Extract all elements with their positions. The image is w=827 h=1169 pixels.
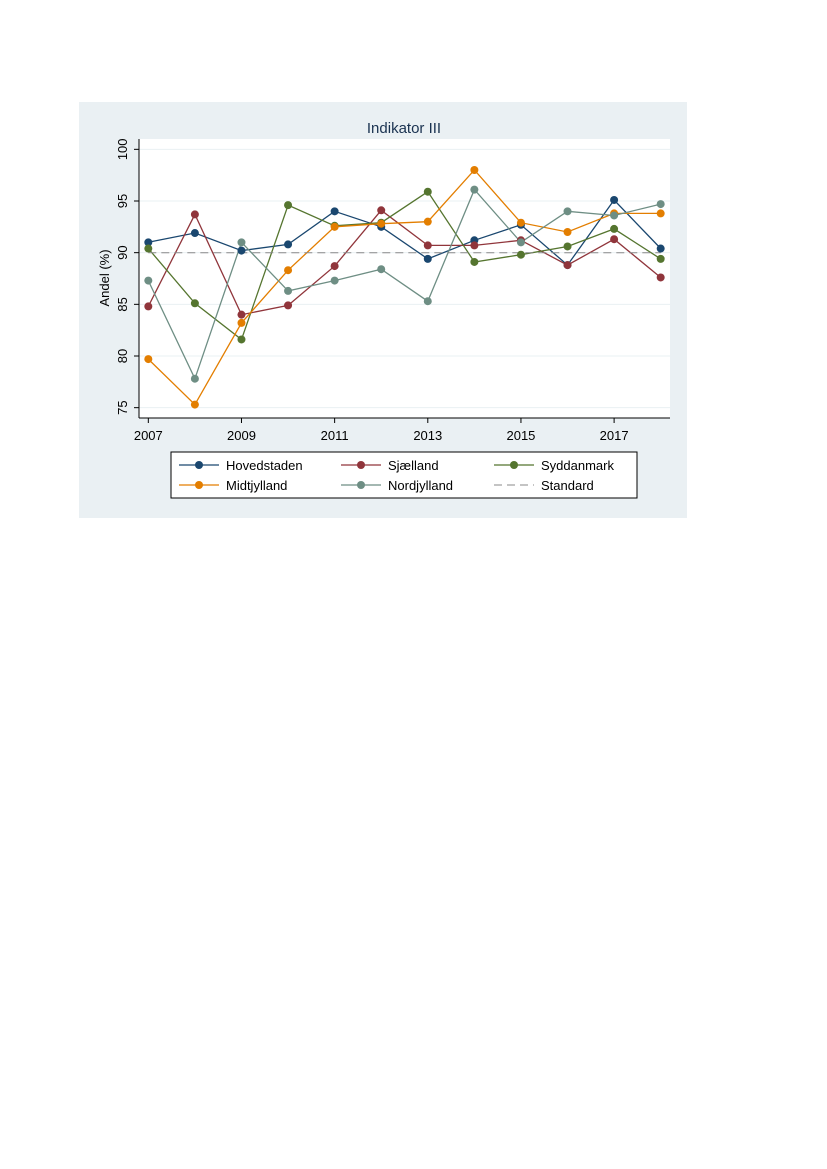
data-point [190,229,199,238]
x-tick-label: 2015 [506,428,535,443]
data-point [423,254,432,263]
y-tick-label: 100 [115,138,130,160]
data-point [144,238,153,247]
data-point [610,195,619,204]
legend-label: Syddanmark [541,458,614,473]
data-point [656,254,665,263]
data-point [470,257,479,266]
x-tick-label: 2009 [227,428,256,443]
legend-label: Standard [541,478,594,493]
data-point [190,210,199,219]
data-point [656,244,665,253]
data-point [284,301,293,310]
legend-label: Sjælland [388,458,439,473]
data-point [516,218,525,227]
plot-area [139,139,670,418]
data-point [237,246,246,255]
y-tick-label: 80 [115,349,130,363]
y-tick-label: 85 [115,297,130,311]
series-line [147,188,661,381]
y-tick-label: 95 [115,194,130,208]
chart-title: Indikator III [367,120,441,137]
x-tick-label: 2017 [600,428,629,443]
data-point [330,276,339,285]
data-point [190,299,199,308]
data-point [423,241,432,250]
chart-panel: Indikator III 75 80 85 90 95 100 2007 2009 2011 2… [79,102,687,518]
data-point [144,276,153,285]
data-point [516,238,525,247]
data-point [237,318,246,327]
data-point [237,238,246,247]
series-line [148,198,662,267]
data-point [377,219,386,228]
data-point [144,355,153,364]
data-point [423,217,432,226]
legend-box [170,451,638,499]
data-point [656,273,665,282]
data-point [563,207,572,216]
data-point [144,302,153,311]
data-point [610,211,619,220]
data-point [284,240,293,249]
legend-marker [357,481,365,489]
data-point [656,209,665,218]
data-point [284,266,293,275]
data-point [423,297,432,306]
data-point [377,206,386,215]
data-point [330,222,339,231]
y-tick-label: 75 [115,400,130,414]
legend-marker [195,481,203,489]
axes: 75 80 85 90 95 100 2007 2009 2011 2013 2015 2017 [115,138,670,443]
series-line [147,169,661,406]
x-tick-label: 2007 [134,428,163,443]
legend-label: Nordjylland [388,478,453,493]
data-point [656,200,665,209]
data-point [330,262,339,271]
legend-marker [195,461,203,469]
data-point [610,224,619,233]
data-point [144,244,153,253]
x-tick-label: 2013 [413,428,442,443]
data-point [470,185,479,194]
data-point [563,228,572,236]
data-point [284,286,293,295]
data-point [423,187,432,196]
data-point [237,310,246,319]
legend: Hovedstaden Sjælland Syddanmark Midtjylland… [179,458,614,493]
data-point [190,374,199,383]
data-point [610,235,619,244]
data-point [237,335,246,344]
data-point [377,265,386,274]
legend-marker [357,461,365,469]
data-point [563,242,572,251]
legend-marker [510,461,518,469]
data-point [563,261,572,270]
x-tick-label: 2011 [321,428,349,443]
data-point [190,400,199,409]
legend-label: Midtjylland [226,478,287,493]
series-line [147,209,662,316]
data-point [330,207,339,216]
series-lines [144,166,665,409]
data-point [516,250,525,259]
data-point [470,241,479,250]
legend-label: Hovedstaden [226,458,303,473]
series-line [147,190,662,341]
y-tick-label: 90 [115,245,130,259]
y-axis-label: Andel (%) [97,249,112,306]
line-chart: Indikator III 75 80 85 90 95 100 2007 2009 2011 2… [97,120,670,499]
data-point [284,201,293,210]
data-point [470,166,479,174]
